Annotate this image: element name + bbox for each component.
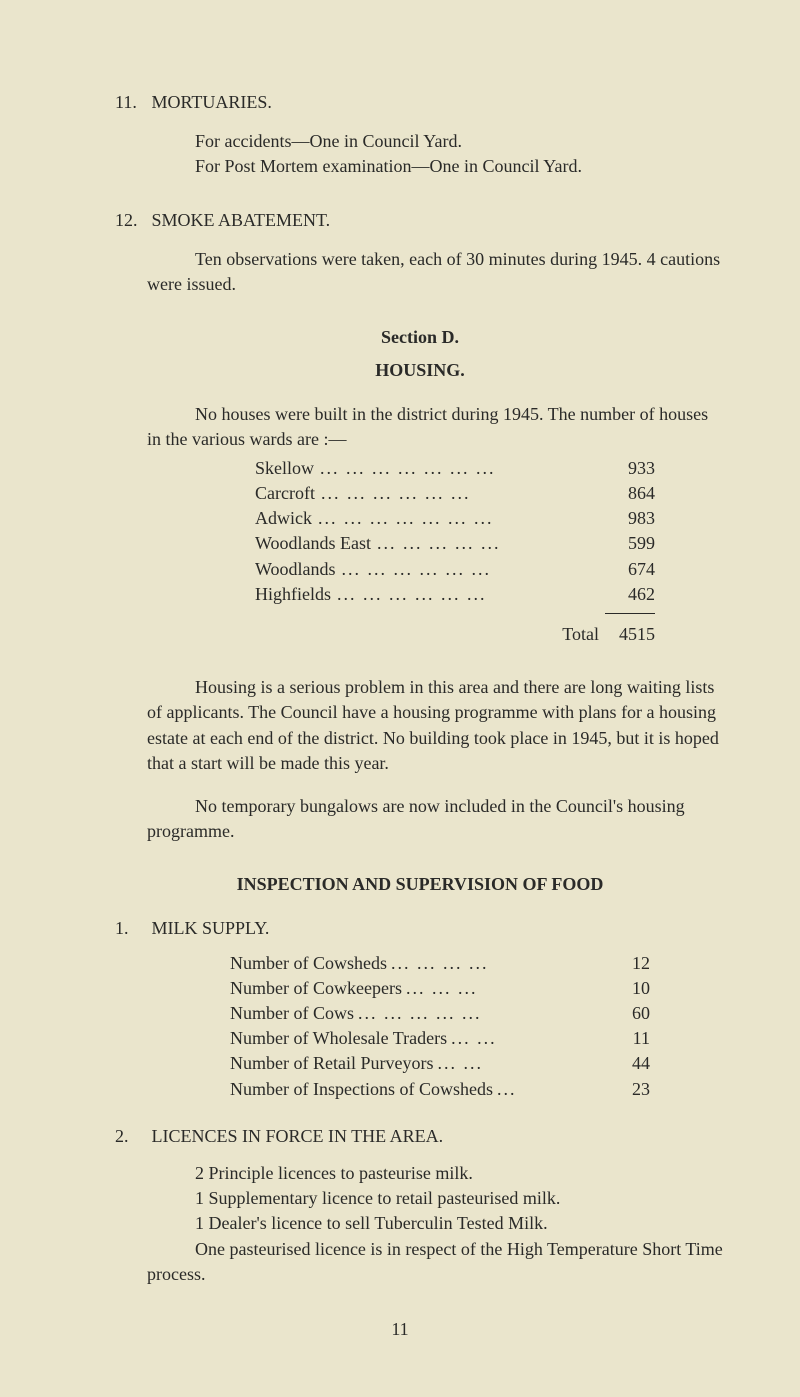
ward-value: 864 (628, 481, 655, 506)
licences-section: 2. LICENCES IN FORCE IN THE AREA. 2 Prin… (115, 1124, 725, 1287)
milk-row: Number of Cowkeepers ... ... ... 10 (230, 976, 650, 1001)
housing-section: No houses were built in the district dur… (115, 402, 725, 648)
housing-total-rule (255, 613, 655, 616)
section-title: MILK SUPPLY. (152, 918, 270, 938)
ward-name: Highfields (255, 582, 331, 607)
ward-name: Skellow (255, 456, 314, 481)
housing-total-row: Total 4515 (255, 622, 655, 647)
milk-row: Number of Cowsheds ... ... ... ... 12 (230, 951, 650, 976)
milk-row: Number of Wholesale Traders ... ... 11 (230, 1026, 650, 1051)
ward-value: 599 (628, 531, 655, 556)
ward-name: Woodlands (255, 557, 336, 582)
milk-table: Number of Cowsheds ... ... ... ... 12 Nu… (230, 951, 725, 1102)
milk-name: Number of Cowkeepers (230, 976, 402, 1001)
housing-row: Woodlands ... ... ... ... ... ... 674 (255, 557, 655, 582)
housing-table: Skellow ... ... ... ... ... ... ... 933 … (255, 456, 725, 647)
housing-para1-block: Housing is a serious problem in this are… (115, 675, 725, 776)
milk-row: Number of Inspections of Cowsheds ... 23 (230, 1077, 650, 1102)
leader-dots: ... ... ... ... ... ... ... (314, 456, 628, 481)
licences-line1: 2 Principle licences to pasteurise milk. (195, 1161, 725, 1186)
milk-section: 1. MILK SUPPLY. Number of Cowsheds ... .… (115, 916, 725, 1102)
total-value: 4515 (619, 622, 655, 647)
page-number: 11 (0, 1317, 800, 1342)
total-label: Total (562, 622, 599, 647)
milk-heading: 1. MILK SUPPLY. (115, 916, 725, 941)
housing-row: Skellow ... ... ... ... ... ... ... 933 (255, 456, 655, 481)
section-title: MORTUARIES. (152, 92, 272, 112)
housing-title: HOUSING. (115, 358, 725, 383)
leader-dots: ... (493, 1077, 632, 1102)
section-number: 12. (115, 208, 147, 233)
section-d-label: Section D. (115, 325, 725, 350)
licences-line3: 1 Dealer's licence to sell Tuberculin Te… (195, 1211, 725, 1236)
ward-value: 462 (628, 582, 655, 607)
mortuaries-line1: For accidents—One in Council Yard. (195, 129, 725, 154)
milk-row: Number of Retail Purveyors ... ... 44 (230, 1051, 650, 1076)
licences-heading: 2. LICENCES IN FORCE IN THE AREA. (115, 1124, 725, 1149)
milk-value: 60 (632, 1001, 650, 1026)
ward-value: 674 (628, 557, 655, 582)
section-d-header: Section D. HOUSING. (115, 325, 725, 383)
section-number: 2. (115, 1124, 147, 1149)
section-number: 11. (115, 90, 147, 115)
smoke-para: Ten observations were taken, each of 30 … (147, 247, 725, 297)
licences-para: One pasteurised licence is in respect of… (147, 1237, 725, 1287)
milk-value: 11 (633, 1026, 650, 1051)
leader-dots: ... ... ... ... ... (371, 531, 628, 556)
housing-row: Carcroft ... ... ... ... ... ... 864 (255, 481, 655, 506)
housing-para2: No temporary bungalows are now included … (147, 794, 725, 844)
licences-line2: 1 Supplementary licence to retail pasteu… (195, 1186, 725, 1211)
milk-value: 10 (632, 976, 650, 1001)
mortuaries-line2: For Post Mortem examination—One in Counc… (195, 154, 725, 179)
housing-row: Highfields ... ... ... ... ... ... 462 (255, 582, 655, 607)
milk-value: 12 (632, 951, 650, 976)
ward-value: 983 (628, 506, 655, 531)
housing-row: Woodlands East ... ... ... ... ... 599 (255, 531, 655, 556)
leader-dots: ... ... (447, 1026, 633, 1051)
leader-dots: ... ... (433, 1051, 632, 1076)
leader-dots: ... ... ... ... ... ... ... (312, 506, 628, 531)
ward-value: 933 (628, 456, 655, 481)
leader-dots: ... ... ... ... ... (354, 1001, 632, 1026)
housing-row: Adwick ... ... ... ... ... ... ... 983 (255, 506, 655, 531)
mortuaries-heading: 11. MORTUARIES. (115, 90, 725, 115)
milk-name: Number of Cowsheds (230, 951, 387, 976)
food-title: INSPECTION AND SUPERVISION OF FOOD (115, 872, 725, 897)
leader-dots: ... ... ... ... ... ... (315, 481, 628, 506)
ward-name: Woodlands East (255, 531, 371, 556)
leader-dots: ... ... ... ... (387, 951, 632, 976)
milk-name: Number of Cows (230, 1001, 354, 1026)
section-title: SMOKE ABATEMENT. (152, 210, 331, 230)
mortuaries-section: 11. MORTUARIES. For accidents—One in Cou… (115, 90, 725, 180)
housing-para1: Housing is a serious problem in this are… (147, 675, 725, 776)
section-number: 1. (115, 916, 147, 941)
milk-value: 44 (632, 1051, 650, 1076)
milk-value: 23 (632, 1077, 650, 1102)
section-title: LICENCES IN FORCE IN THE AREA. (152, 1126, 444, 1146)
ward-name: Adwick (255, 506, 312, 531)
housing-para2-block: No temporary bungalows are now included … (115, 794, 725, 844)
milk-name: Number of Retail Purveyors (230, 1051, 433, 1076)
milk-name: Number of Wholesale Traders (230, 1026, 447, 1051)
leader-dots: ... ... ... (402, 976, 632, 1001)
milk-name: Number of Inspections of Cowsheds (230, 1077, 493, 1102)
ward-name: Carcroft (255, 481, 315, 506)
milk-row: Number of Cows ... ... ... ... ... 60 (230, 1001, 650, 1026)
housing-intro: No houses were built in the district dur… (147, 402, 725, 452)
leader-dots: ... ... ... ... ... ... (331, 582, 628, 607)
leader-dots: ... ... ... ... ... ... (336, 557, 628, 582)
smoke-section: 12. SMOKE ABATEMENT. Ten observations we… (115, 208, 725, 298)
smoke-heading: 12. SMOKE ABATEMENT. (115, 208, 725, 233)
